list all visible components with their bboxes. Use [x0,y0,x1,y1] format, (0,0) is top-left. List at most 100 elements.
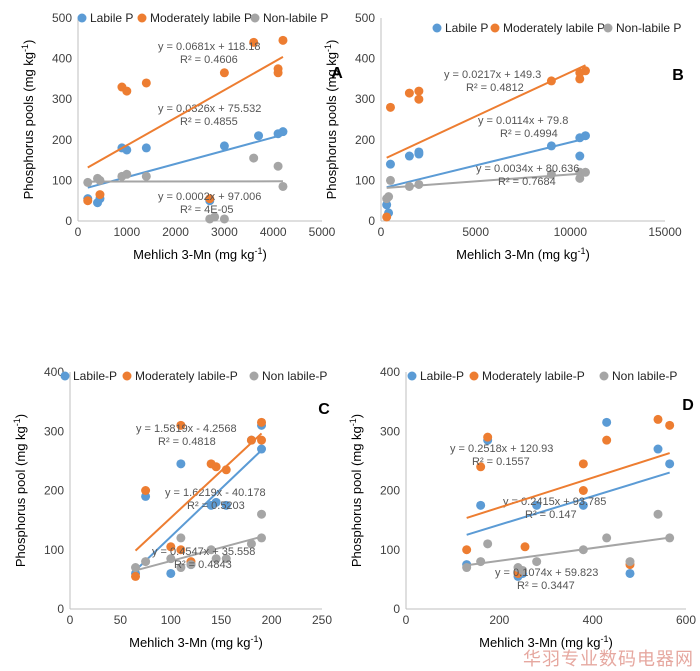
y-tick-label: 300 [44,424,64,438]
x-tick-label: 200 [262,613,282,627]
x-tick-label: 5000 [309,225,336,239]
x-tick-label: 10000 [554,225,588,239]
y-tick-label: 400 [52,52,72,66]
data-point [532,557,542,567]
data-point [186,560,196,570]
y-tick-label: 400 [380,365,400,379]
y-tick-label: 200 [44,484,64,498]
x-tick-label: 2000 [162,225,189,239]
x-tick-label: 5000 [462,225,489,239]
r-squared-label: R² = 0.4855 [180,116,238,128]
y-tick-label: 300 [355,92,375,106]
data-point [385,102,395,112]
data-point [578,545,588,555]
data-point [575,173,585,183]
data-point [518,565,528,575]
data-point [166,568,176,578]
r-squared-label: R² = 0.147 [525,509,577,521]
data-point [166,554,176,564]
trendline [135,535,262,572]
data-point [131,563,141,573]
data-point [83,196,93,206]
data-point [278,35,288,45]
legend-marker [60,371,70,381]
data-point [476,500,486,510]
x-axis-title: Mehlich 3-Mn (mg kg-1) [133,246,267,262]
data-point [653,509,663,519]
data-point [221,554,231,564]
x-tick-label: 15000 [648,225,682,239]
legend-marker [603,23,613,33]
trendline [466,471,670,536]
data-point [206,545,216,555]
y-tick-label: 100 [52,173,72,187]
data-point [404,88,414,98]
data-point [384,192,394,202]
data-point [246,435,256,445]
data-point [546,169,556,179]
data-point [95,190,105,200]
x-tick-label: 600 [676,613,696,627]
y-tick-label: 200 [52,133,72,147]
panel-letter: B [672,67,684,84]
data-point [653,414,663,424]
data-point [219,68,229,78]
legend-label: Non labile-P [262,369,327,383]
equation-label: y = 0.2518x + 120.93 [450,443,553,455]
y-tick-label: 0 [57,602,64,616]
data-point [95,175,105,185]
legend-label: Moderately labile P [503,21,605,35]
panel-letter: A [331,65,343,82]
data-point [211,497,221,507]
x-tick-label: 200 [489,613,509,627]
equation-label: y = 0.0217x + 149.3 [444,69,541,81]
trendline [134,432,263,552]
legend-marker [250,13,260,23]
panel-d: 0 200 400 600 0 100 200 300 400 Mehlich 3-Mn (mg … [348,365,696,650]
legend-label: Moderately labile-P [135,369,238,383]
data-point [385,175,395,185]
y-tick-label: 0 [368,214,375,228]
equation-label: y = 0.1074x + 59.823 [495,567,598,579]
data-point [483,432,493,442]
legend-label: Labile-P [73,369,117,383]
data-point [273,68,283,78]
data-point [131,571,141,581]
trendline [134,449,263,572]
data-point [546,76,556,86]
data-point [205,194,215,204]
data-point [546,141,556,151]
y-tick-label: 500 [355,11,375,25]
r-squared-label: R² = 0.4812 [466,82,524,94]
x-tick-label: 0 [403,613,410,627]
data-point [211,462,221,472]
y-axis-title: Phosphorus pools (mg kg-1) [20,40,36,200]
y-tick-label: 400 [44,365,64,379]
x-tick-label: 1000 [113,225,140,239]
legend-marker [469,371,479,381]
legend-marker [599,371,609,381]
legend-marker [432,23,442,33]
data-point [414,149,424,159]
panel-letter: C [318,401,330,418]
legend-marker [77,13,87,23]
x-tick-label: 0 [75,225,82,239]
x-tick-label: 250 [312,613,332,627]
data-point [462,563,472,573]
x-tick-label: 4000 [260,225,287,239]
legend-label: Labile P [90,11,133,25]
y-axis-title: Phosphorus pool (mg kg-1) [348,414,364,567]
data-point [141,171,151,181]
data-point [278,181,288,191]
watermark: 华羽专业数码电器网 [523,649,694,670]
data-point [580,167,590,177]
data-point [580,131,590,141]
data-point [83,177,93,187]
data-point [249,37,259,47]
y-tick-label: 100 [380,543,400,557]
data-point [483,539,493,549]
legend-label: Non-labile P [263,11,328,25]
data-point [602,435,612,445]
y-tick-label: 100 [44,543,64,557]
y-tick-label: 300 [380,424,400,438]
